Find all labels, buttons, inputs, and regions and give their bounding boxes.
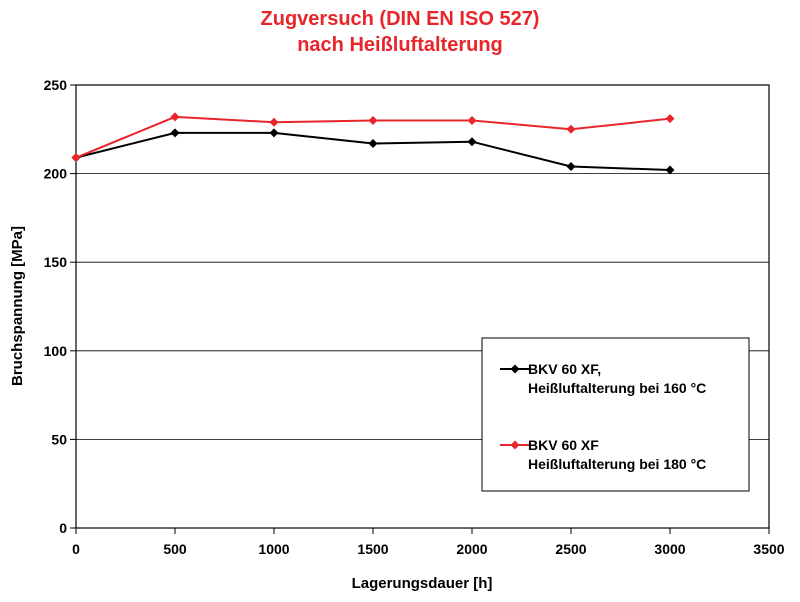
series-1-point: [368, 138, 378, 148]
x-tick-label: 0: [72, 541, 80, 557]
legend: BKV 60 XF, Heißluftalterung bei 160 °C B…: [481, 337, 750, 492]
series-1-line: [75, 131, 671, 172]
series-2-point: [467, 115, 477, 125]
y-tick-label: 200: [44, 166, 68, 182]
x-tick-label: 1500: [357, 541, 388, 557]
y-axis-label: Bruchspannung [MPa]: [9, 226, 26, 386]
x-tick-label: 1000: [258, 541, 289, 557]
series-2-point: [665, 114, 675, 124]
series-2-point: [368, 115, 378, 125]
series-2-point: [566, 124, 576, 134]
legend-label-series-1-line-1: BKV 60 XF,: [528, 361, 601, 377]
series-2-point: [269, 117, 279, 127]
legend-label-series-2-line-1: BKV 60 XF: [528, 437, 599, 453]
legend-label-series-2-line-2: Heißluftalterung bei 180 °C: [528, 456, 706, 472]
series-1-point: [170, 128, 180, 138]
plot-area: [75, 84, 770, 529]
chart-title-line-2: nach Heißluftalterung: [297, 34, 503, 56]
legend-box: [481, 337, 750, 492]
x-tick-label: 2500: [555, 541, 586, 557]
y-tick-label: 150: [44, 254, 68, 270]
x-tick-label: 2000: [456, 541, 487, 557]
series-1-point: [467, 137, 477, 147]
x-tick-label: 3000: [654, 541, 685, 557]
series-1-point: [269, 128, 279, 138]
y-tick-label: 0: [59, 520, 67, 536]
legend-label-series-1-line-2: Heißluftalterung bei 160 °C: [528, 380, 706, 396]
y-tick-label: 250: [44, 77, 68, 93]
legend-marker-series-2: [510, 440, 520, 450]
y-tick-label: 50: [51, 431, 67, 447]
x-tick-label: 3500: [753, 541, 784, 557]
x-tick-label: 500: [163, 541, 187, 557]
series-1-point: [665, 165, 675, 175]
series-2-point: [71, 153, 81, 163]
series-2-point: [170, 112, 180, 122]
y-tick-label: 100: [44, 343, 68, 359]
series-group: [71, 112, 675, 175]
x-axis-label: Lagerungsdauer [h]: [352, 575, 493, 592]
legend-marker-series-1: [510, 364, 520, 374]
chart-title-line-1: Zugversuch (DIN EN ISO 527): [261, 8, 540, 30]
series-1-point: [566, 162, 576, 172]
